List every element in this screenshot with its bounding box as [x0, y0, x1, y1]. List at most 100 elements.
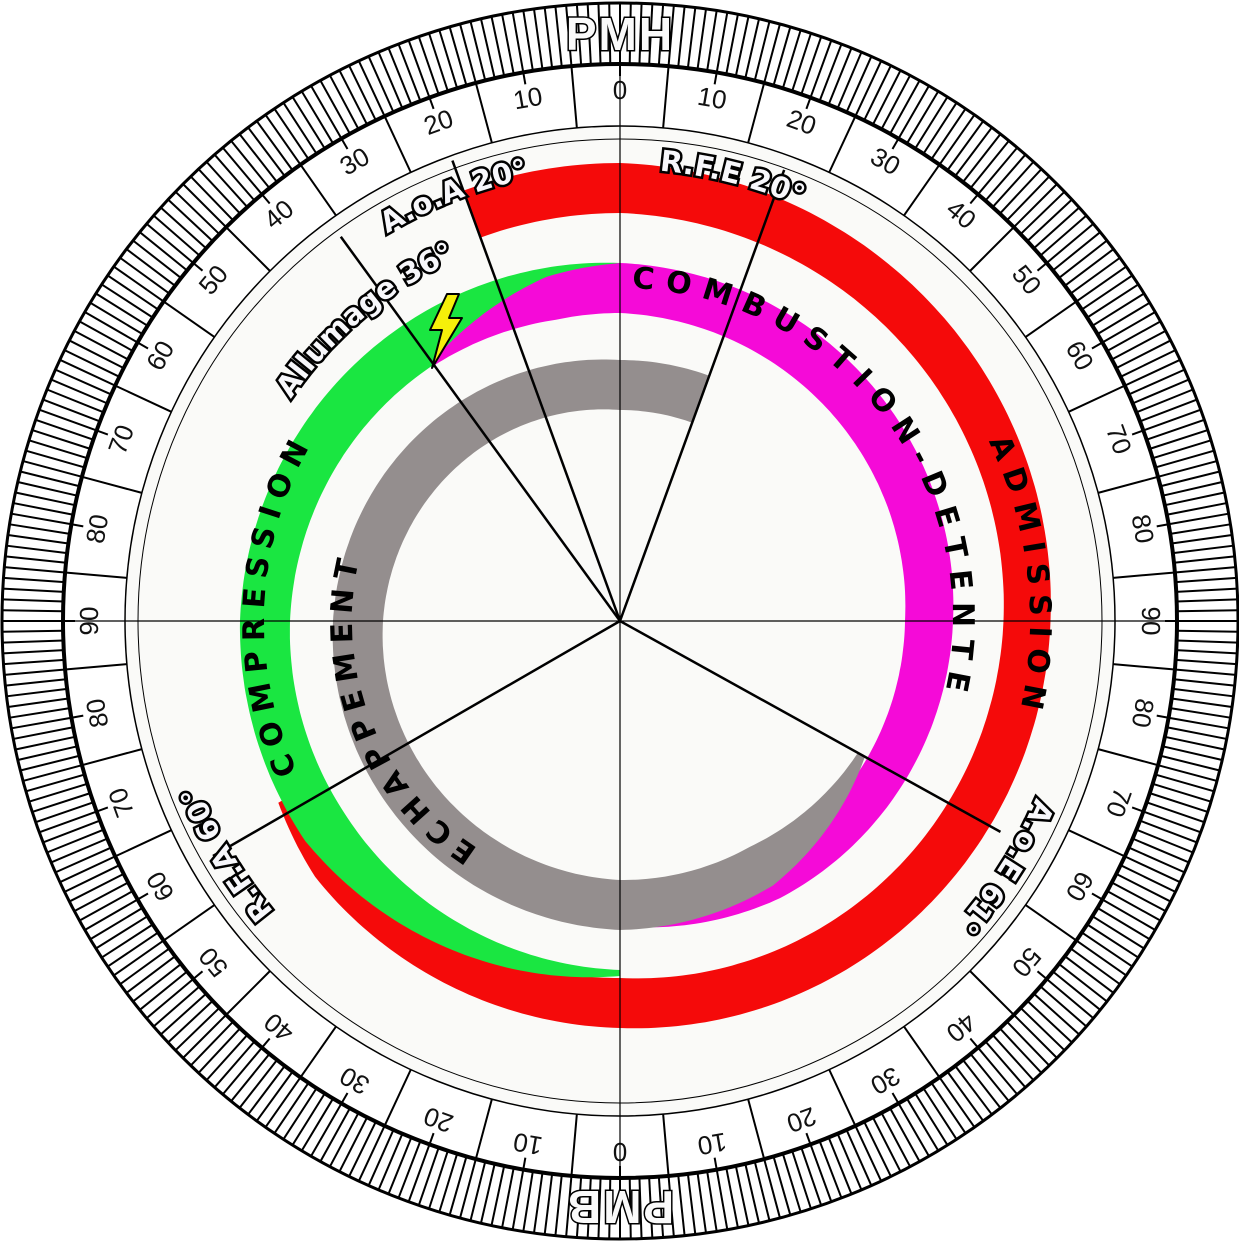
- fine-tick: [1033, 206, 1080, 250]
- major-tick: [81, 748, 143, 767]
- fine-tick: [1136, 828, 1194, 854]
- fine-tick: [1064, 955, 1115, 994]
- fine-tick: [657, 4, 665, 66]
- fine-tick: [428, 1150, 449, 1210]
- fine-tick: [107, 931, 159, 968]
- fine-tick: [310, 85, 343, 140]
- fine-tick: [28, 439, 88, 460]
- fine-tick: [696, 8, 707, 70]
- fine-tick: [922, 1087, 958, 1140]
- fine-tick: [1166, 502, 1227, 516]
- major-tick: [828, 1069, 857, 1127]
- fine-tick: [125, 248, 176, 287]
- fine-tick: [744, 18, 760, 79]
- scale-number: 10: [695, 1127, 729, 1162]
- major-tick: [903, 1025, 941, 1078]
- fine-tick: [22, 764, 83, 782]
- minor-tick: [969, 1037, 979, 1049]
- fine-tick: [2, 598, 64, 603]
- fine-tick: [95, 292, 149, 327]
- fine-tick: [1168, 512, 1229, 526]
- fine-tick: [533, 1172, 544, 1234]
- fine-tick: [11, 512, 72, 526]
- fine-tick: [734, 1165, 750, 1226]
- fine-tick: [809, 1144, 833, 1203]
- fine-tick: [628, 1177, 632, 1239]
- fine-tick: [35, 418, 94, 441]
- fine-tick: [715, 1169, 729, 1230]
- minor-tick: [137, 341, 149, 350]
- fine-tick: [2, 639, 64, 644]
- fine-tick: [1168, 716, 1229, 730]
- fine-tick: [906, 90, 940, 145]
- fine-tick: [167, 1000, 214, 1044]
- event-lines: [212, 160, 1002, 858]
- fine-tick: [1128, 846, 1185, 874]
- fine-tick: [490, 16, 506, 77]
- scale-number: 10: [695, 81, 729, 116]
- fine-tick: [397, 43, 422, 102]
- fine-tick: [348, 1121, 377, 1177]
- fine-tick: [113, 939, 165, 977]
- fine-tick: [9, 523, 71, 535]
- fine-tick: [1096, 301, 1151, 335]
- fine-tick: [1120, 349, 1176, 378]
- fine-tick: [469, 1161, 487, 1221]
- minor-tick: [891, 138, 900, 150]
- fine-tick: [264, 1076, 302, 1128]
- fine-tick: [1058, 239, 1108, 279]
- fine-tick: [667, 5, 675, 67]
- fine-tick: [205, 1034, 249, 1081]
- fine-tick: [575, 4, 583, 66]
- fine-tick: [25, 449, 85, 469]
- minor-tick: [522, 72, 527, 85]
- lightning-bolt-icon: [429, 293, 463, 369]
- minor-tick: [1156, 714, 1169, 719]
- fine-tick: [213, 1040, 256, 1089]
- fine-tick: [1039, 985, 1088, 1028]
- fine-tick: [1169, 523, 1231, 535]
- fine-tick: [282, 102, 318, 155]
- fine-tick: [328, 74, 360, 130]
- fine-tick: [247, 126, 286, 177]
- fine-tick: [1039, 214, 1088, 257]
- fine-tick: [845, 1129, 873, 1186]
- fine-tick: [511, 12, 525, 73]
- fine-tick: [930, 108, 967, 160]
- fine-tick: [357, 60, 386, 117]
- fine-tick: [5, 555, 67, 564]
- fine-tick: [725, 14, 739, 75]
- fine-tick: [1013, 1014, 1058, 1059]
- fine-tick: [417, 1147, 440, 1206]
- scale-number: 80: [80, 512, 115, 546]
- fine-tick: [1157, 764, 1218, 782]
- major-tick: [114, 829, 172, 858]
- fine-tick: [11, 716, 72, 730]
- major-tick: [1024, 904, 1077, 942]
- fine-tick: [772, 26, 792, 86]
- fine-tick: [377, 1133, 404, 1191]
- minor-tick: [96, 806, 109, 813]
- fine-tick: [984, 153, 1027, 202]
- fine-tick: [2, 629, 64, 633]
- fine-tick: [95, 915, 149, 950]
- fine-tick: [107, 274, 159, 311]
- fine-tick: [1139, 819, 1198, 844]
- degree-scale-ticks: [63, 64, 1177, 1178]
- fine-tick: [490, 1165, 506, 1226]
- fine-tick: [1149, 429, 1209, 450]
- fine-tick: [1146, 418, 1205, 441]
- fine-tick: [938, 1076, 976, 1128]
- fine-tick: [984, 1040, 1027, 1089]
- fine-tick: [1173, 555, 1235, 564]
- fine-tick: [174, 1007, 221, 1052]
- fine-tick: [1124, 855, 1181, 884]
- fine-tick: [554, 6, 563, 68]
- fine-tick: [744, 1163, 760, 1224]
- compression-band: [239, 262, 620, 978]
- fine-tick: [255, 120, 294, 171]
- fine-tick: [22, 460, 83, 478]
- fine-tick: [501, 14, 515, 75]
- major-tick: [383, 115, 412, 173]
